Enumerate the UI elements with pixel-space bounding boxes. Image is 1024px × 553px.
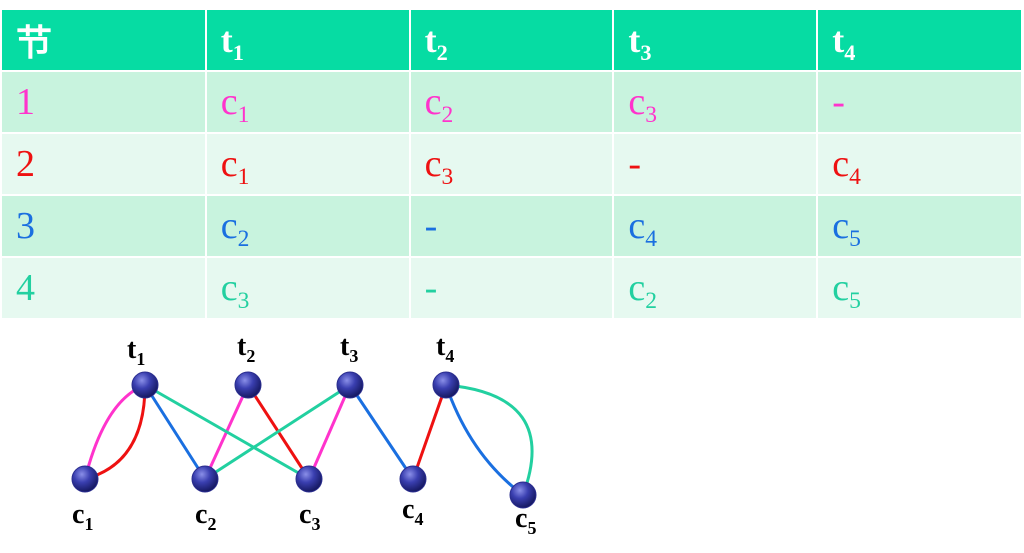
table-cell: c3 bbox=[612, 71, 818, 134]
node-t1 bbox=[131, 371, 159, 399]
node-t3 bbox=[336, 371, 364, 399]
bipartite-graph: t1 t2 t3 t4 c1 c2 c3 c4 c5 bbox=[71, 331, 537, 538]
table-cell: c2 bbox=[612, 257, 818, 320]
node-label-c2: c2 bbox=[195, 499, 216, 534]
node-t2 bbox=[234, 371, 262, 399]
node-c3 bbox=[295, 465, 323, 493]
table-cell: c4 bbox=[816, 133, 1021, 196]
node-t4 bbox=[432, 371, 460, 399]
node-label-t1: t1 bbox=[127, 334, 145, 369]
node-label-c3: c3 bbox=[299, 499, 320, 534]
table-cell: - bbox=[408, 257, 614, 320]
table-cell: - bbox=[612, 133, 818, 196]
table-cell: - bbox=[816, 71, 1021, 134]
table-row: 4 c3 - c2 c5 bbox=[2, 257, 1021, 320]
node-c1 bbox=[71, 465, 99, 493]
edge-t3-c3-period-1 bbox=[307, 384, 352, 480]
table-cell: - bbox=[408, 195, 614, 258]
header-cell: t4 bbox=[816, 10, 1021, 72]
table-cell: c4 bbox=[612, 195, 818, 258]
edge-t3-c4-period-3 bbox=[348, 384, 415, 480]
schedule-table: 节 t1 t2 t3 t4 1 c1 c2 c3 - 2 c1 c3 - c4 … bbox=[2, 10, 1021, 320]
node-c2 bbox=[191, 465, 219, 493]
node-label-c1: c1 bbox=[72, 499, 93, 534]
table-cell: c3 bbox=[204, 257, 410, 320]
edge-t4-c5-period-4 bbox=[445, 383, 534, 496]
edge-t1-c1-period-2 bbox=[84, 384, 147, 481]
header-row: 节 t1 t2 t3 t4 bbox=[2, 10, 1021, 72]
table-cell: c5 bbox=[816, 195, 1021, 258]
edge-t1-c2-period-3 bbox=[143, 384, 207, 480]
node-label-c5: c5 bbox=[515, 503, 536, 538]
table-cell: c5 bbox=[816, 257, 1021, 320]
table-cell: c1 bbox=[204, 133, 410, 196]
table-cell: c2 bbox=[204, 195, 410, 258]
table-cell: 2 bbox=[2, 133, 206, 196]
edge-t4-c5-period-3 bbox=[444, 384, 524, 497]
header-cell: t1 bbox=[204, 10, 410, 72]
header-cell: t3 bbox=[612, 10, 818, 72]
edge-t1-c3-period-4 bbox=[144, 383, 310, 481]
node-label-t2: t2 bbox=[237, 331, 255, 366]
table-row: 3 c2 - c4 c5 bbox=[2, 195, 1021, 258]
table-row: 1 c1 c2 c3 - bbox=[2, 71, 1021, 134]
edge-t3-c2-period-4 bbox=[204, 383, 351, 481]
header-cell: t2 bbox=[408, 10, 614, 72]
node-c5 bbox=[509, 481, 537, 509]
table-row: 2 c1 c3 - c4 bbox=[2, 133, 1021, 196]
node-c4 bbox=[399, 465, 427, 493]
node-label-t3: t3 bbox=[340, 331, 358, 366]
edge-t4-c4-period-2 bbox=[411, 384, 448, 480]
table-cell: c2 bbox=[408, 71, 614, 134]
table-cell: 4 bbox=[2, 257, 206, 320]
table-cell: c1 bbox=[204, 71, 410, 134]
table-cell: 3 bbox=[2, 195, 206, 258]
table-cell: c3 bbox=[408, 133, 614, 196]
table-cell: 1 bbox=[2, 71, 206, 134]
node-label-c4: c4 bbox=[402, 494, 423, 529]
header-cell: 节 bbox=[2, 10, 206, 72]
node-label-t4: t4 bbox=[436, 331, 454, 366]
